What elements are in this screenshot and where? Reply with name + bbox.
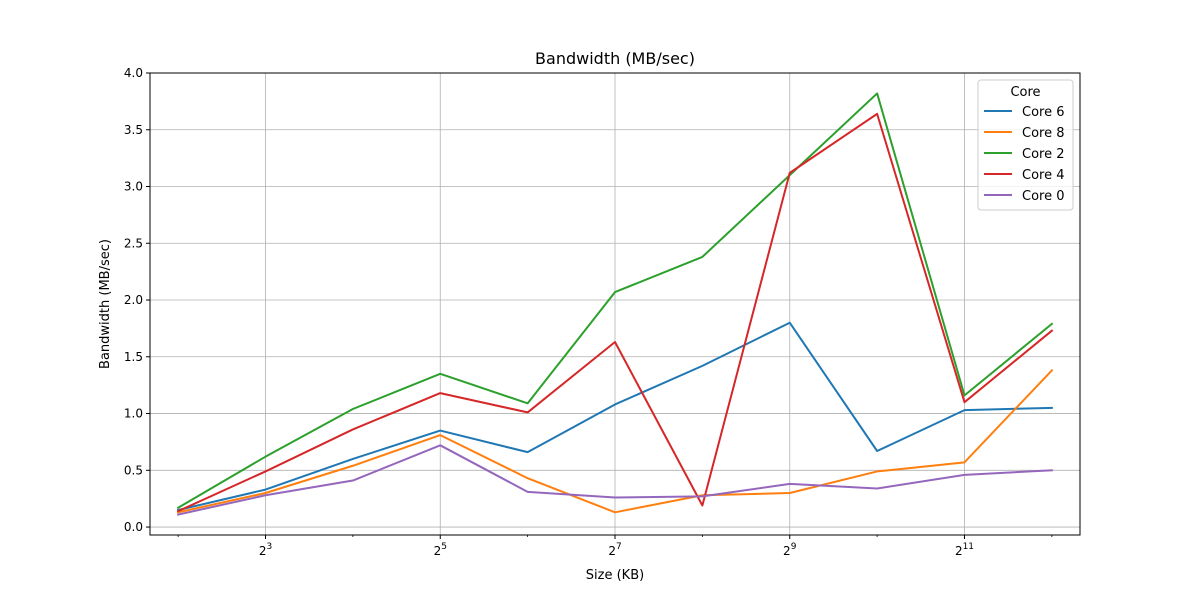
y-tick-label: 0.5 bbox=[124, 463, 143, 477]
legend-box bbox=[977, 79, 1074, 211]
series-lines bbox=[176, 92, 1054, 516]
y-tick-label: 2.5 bbox=[124, 236, 143, 250]
legend-title: Core bbox=[1010, 85, 1040, 100]
series-line-core-6 bbox=[176, 321, 1053, 512]
legend-label: Core 8 bbox=[1022, 126, 1065, 141]
x-tick-label: 29 bbox=[783, 542, 797, 558]
y-tick-label: 1.5 bbox=[124, 350, 143, 364]
y-axis-ticks: 0.0 0.5 1.0 1.5 2.0 2.5 3.0 3.5 4.0 bbox=[124, 66, 150, 534]
x-tick-label: 25 bbox=[434, 542, 447, 558]
chart-title: Bandwidth (MB/sec) bbox=[535, 49, 695, 68]
y-tick-label: 3.5 bbox=[124, 123, 143, 137]
y-tick-label: 0.0 bbox=[124, 520, 143, 534]
legend-label: Core 2 bbox=[1022, 147, 1065, 162]
series-line-core-8 bbox=[176, 368, 1054, 514]
series-line-core-2 bbox=[176, 92, 1054, 510]
x-tick-label: 23 bbox=[259, 542, 272, 558]
y-tick-label: 2.0 bbox=[124, 293, 143, 307]
legend-entry-core-4: Core 4 bbox=[984, 168, 1065, 183]
legend-entry-core-2: Core 2 bbox=[984, 147, 1065, 162]
x-tick-label: 211 bbox=[955, 542, 974, 558]
y-axis-label: Bandwidth (MB/sec) bbox=[98, 239, 113, 369]
series-line-core-0 bbox=[176, 444, 1053, 516]
legend-label: Core 4 bbox=[1022, 168, 1065, 183]
series-line-core-4 bbox=[176, 112, 1054, 513]
y-tick-label: 4.0 bbox=[124, 66, 143, 80]
legend-label: Core 0 bbox=[1022, 189, 1065, 204]
x-axis-label: Size (KB) bbox=[586, 568, 644, 583]
legend-entry-core-0: Core 0 bbox=[984, 189, 1065, 204]
y-tick-label: 3.0 bbox=[124, 180, 143, 194]
x-axis-ticks: 23 25 27 29 211 bbox=[177, 535, 1053, 558]
y-tick-label: 1.0 bbox=[124, 407, 143, 421]
x-tick-label: 27 bbox=[608, 542, 621, 558]
legend-entry-core-6: Core 6 bbox=[984, 105, 1065, 120]
legend-label: Core 6 bbox=[1022, 105, 1065, 120]
legend-entries: Core 6 Core 8 Core 2 Core 4 Core 0 bbox=[984, 105, 1065, 204]
legend: Core Core 6 Core 8 Core 2 Core 4 Core 0 bbox=[977, 79, 1074, 211]
legend-entry-core-8: Core 8 bbox=[984, 126, 1065, 141]
